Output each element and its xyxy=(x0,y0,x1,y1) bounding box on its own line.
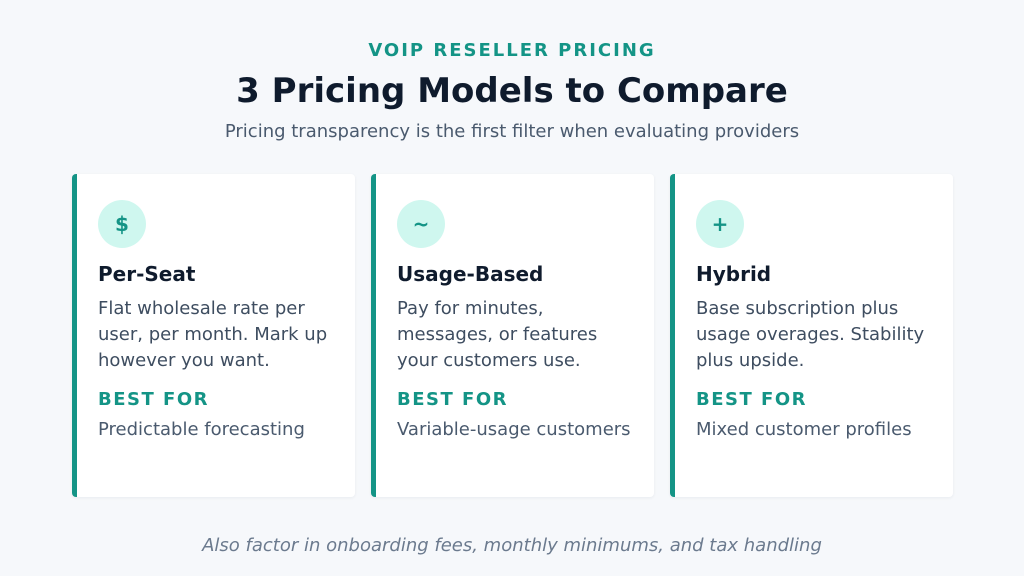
best-for-value: Mixed customer profiles xyxy=(696,419,912,440)
best-for-value: Predictable forecasting xyxy=(98,419,305,440)
plus-icon: + xyxy=(696,200,744,248)
card-title: Per-Seat xyxy=(98,262,196,286)
card-description: Base subscription plus usage overages. S… xyxy=(696,298,925,371)
best-for-label: BEST FOR xyxy=(98,389,209,410)
footer-note: Also factor in onboarding fees, monthly … xyxy=(202,535,822,556)
eyebrow-label: VOIP RESELLER PRICING xyxy=(368,40,656,61)
best-for-value: Variable-usage customers xyxy=(397,419,631,440)
page-title: 3 Pricing Models to Compare xyxy=(236,71,788,111)
tilde-icon: ~ xyxy=(397,200,445,248)
card-title: Usage-Based xyxy=(397,262,544,286)
card-usage-based: ~ Usage-Based Pay for minutes, messages,… xyxy=(371,174,654,497)
page-subtitle: Pricing transparency is the first filter… xyxy=(224,121,800,142)
pricing-cards: $ Per-Seat Flat wholesale rate per user,… xyxy=(72,174,953,497)
card-title: Hybrid xyxy=(696,262,772,286)
card-description: Pay for minutes, messages, or features y… xyxy=(397,298,598,371)
best-for-label: BEST FOR xyxy=(696,389,807,410)
card-description: Flat wholesale rate per user, per month.… xyxy=(98,298,328,371)
dollar-icon: $ xyxy=(98,200,146,248)
best-for-label: BEST FOR xyxy=(397,389,508,410)
card-per-seat: $ Per-Seat Flat wholesale rate per user,… xyxy=(72,174,355,497)
card-hybrid: + Hybrid Base subscription plus usage ov… xyxy=(670,174,953,497)
